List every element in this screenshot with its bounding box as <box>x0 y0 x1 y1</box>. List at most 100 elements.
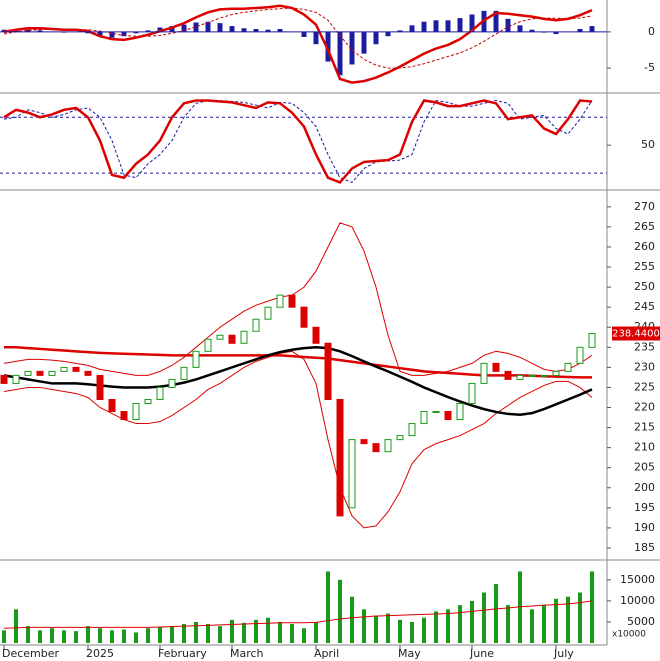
volume-bar <box>110 630 114 643</box>
volume-bar <box>590 571 594 643</box>
volume-bar <box>266 617 270 643</box>
y-tick-label: 195 <box>634 501 655 514</box>
volume-bar <box>14 609 18 643</box>
candle <box>432 411 440 414</box>
volume-bar <box>362 609 366 643</box>
volume-bar <box>374 615 378 643</box>
histogram-bar <box>469 14 475 32</box>
volume-bar <box>506 605 510 643</box>
y-tick-label: 190 <box>634 521 655 534</box>
volume-bar <box>182 624 186 643</box>
candle <box>288 294 296 308</box>
histogram-bar <box>121 31 127 37</box>
candle <box>540 374 548 377</box>
histogram-bar <box>421 21 427 32</box>
candle <box>576 346 584 364</box>
volume-bar <box>146 628 150 643</box>
y-tick-label: 210 <box>634 441 655 454</box>
volume-bar <box>470 600 474 643</box>
histogram-bar <box>217 23 223 32</box>
volume-bar <box>446 609 450 643</box>
series-line <box>3 7 593 69</box>
histogram-bar <box>349 31 355 65</box>
volume-bar <box>338 579 342 643</box>
volume-bar <box>194 621 198 643</box>
y-tick-label: 220 <box>634 401 655 414</box>
histogram-bar <box>325 31 331 62</box>
candle <box>48 370 56 376</box>
price-tag <box>612 326 660 341</box>
candle <box>300 306 308 328</box>
histogram-bar <box>229 26 235 32</box>
volume-bar <box>482 592 486 643</box>
candle <box>444 411 452 421</box>
candle <box>492 362 500 372</box>
candle <box>156 386 164 400</box>
candle <box>192 350 200 368</box>
histogram-bar <box>493 10 499 32</box>
volume-bar <box>494 584 498 643</box>
volume-bar <box>386 613 390 643</box>
histogram-bar <box>205 21 211 32</box>
x-tick-label: April <box>314 647 339 660</box>
volume-bar <box>230 619 234 643</box>
histogram-bar <box>265 29 271 32</box>
series-line <box>3 222 593 376</box>
volume-bar <box>26 626 30 643</box>
volume-bar <box>278 621 282 643</box>
candle <box>228 334 236 344</box>
series-line <box>3 4 593 84</box>
y-tick-label: 205 <box>634 461 655 474</box>
x-tick-label: July <box>553 647 574 660</box>
volume-bar <box>170 626 174 643</box>
candle <box>588 333 596 348</box>
volume-bar <box>422 617 426 643</box>
price-tag-label: 238.4400 <box>612 329 660 340</box>
histogram-bar <box>277 28 283 32</box>
volume-bar <box>86 626 90 643</box>
candle <box>336 398 344 517</box>
volume-bar <box>74 631 78 643</box>
candle <box>108 398 116 413</box>
volume-bar <box>530 609 534 643</box>
candle <box>120 411 128 421</box>
x-tick-label: 2025 <box>86 647 114 660</box>
histogram-bar <box>373 31 379 45</box>
histogram-bar <box>25 29 31 32</box>
volume-bar <box>98 628 102 643</box>
candle <box>456 402 464 421</box>
y-tick-label: 230 <box>634 360 655 373</box>
x-tick-label: May <box>398 647 421 660</box>
candle <box>420 411 428 425</box>
y-tick-label: 255 <box>634 260 655 273</box>
y-tick-label: 200 <box>634 481 655 494</box>
volume-bar <box>314 621 318 643</box>
candle <box>12 374 20 384</box>
candle <box>0 374 8 384</box>
series-line <box>3 600 593 629</box>
candle <box>372 443 380 453</box>
candle <box>408 423 416 437</box>
candle <box>468 382 476 404</box>
volume-bar <box>218 626 222 643</box>
histogram-bar <box>133 31 139 34</box>
histogram-bar <box>253 28 259 32</box>
candle <box>348 439 356 509</box>
volume-bar <box>122 629 126 643</box>
candle <box>36 370 44 376</box>
candle <box>396 435 404 441</box>
candle <box>24 370 32 376</box>
series-line <box>3 99 593 184</box>
histogram-bar <box>505 18 511 32</box>
histogram-bar <box>457 18 463 32</box>
histogram-bar <box>577 28 583 32</box>
histogram-bar <box>433 20 439 32</box>
volume-bar <box>566 596 570 643</box>
volume-bar <box>542 605 546 643</box>
volume-bar <box>578 592 582 643</box>
volume-bar <box>458 605 462 643</box>
histogram-bar <box>109 31 115 38</box>
candle <box>204 338 212 352</box>
volume-bar <box>38 630 42 643</box>
